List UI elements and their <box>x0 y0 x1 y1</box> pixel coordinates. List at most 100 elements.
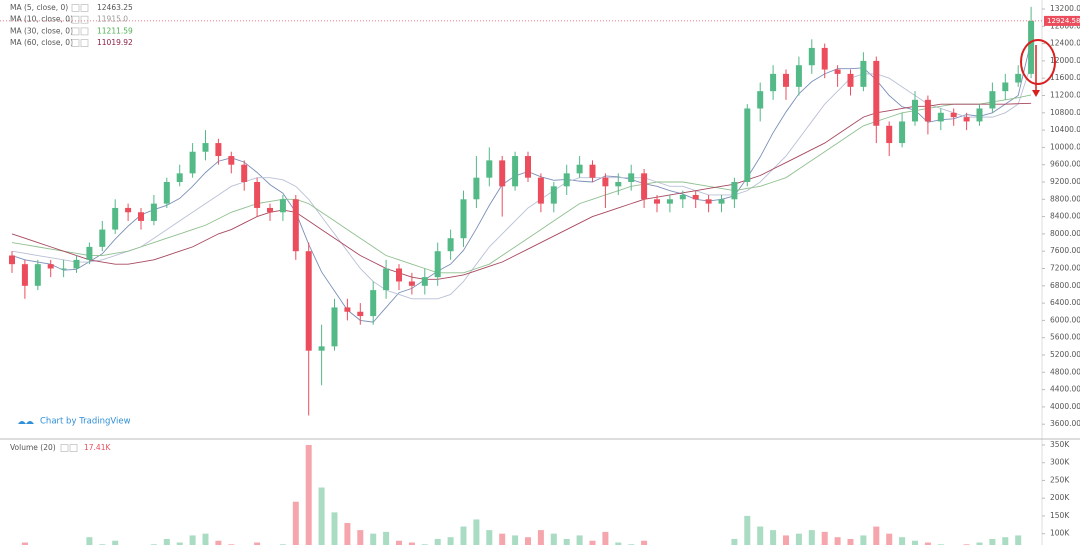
volume-bar <box>525 537 531 545</box>
volume-bar <box>860 535 867 545</box>
candle-body <box>770 73 777 92</box>
candle-body <box>473 177 480 200</box>
y-tick-label: 10000.00 <box>1050 142 1080 151</box>
candle-body <box>202 143 209 152</box>
candle-body <box>176 173 183 182</box>
volume-tick-label: 300K <box>1050 458 1070 467</box>
legend-icon <box>60 444 69 452</box>
candle-body <box>396 268 402 282</box>
candle-body <box>267 207 273 213</box>
candle-body <box>512 156 519 187</box>
candle-body <box>112 207 119 230</box>
volume-bar <box>486 530 493 545</box>
candle-body <box>1015 73 1022 83</box>
y-tick-label: 4800.00 <box>1050 367 1080 376</box>
candle-body <box>550 186 557 204</box>
y-tick-label: 6000.00 <box>1050 315 1080 324</box>
volume-tick-label: 100K <box>1050 529 1070 538</box>
volume-bar <box>21 542 28 545</box>
candle-body <box>421 277 428 286</box>
candle-body <box>899 121 906 144</box>
legend-icon <box>71 27 80 36</box>
y-tick-label: 4400.00 <box>1050 385 1080 394</box>
candle-body <box>525 156 531 178</box>
volume-bar <box>537 530 544 545</box>
volume-bar <box>989 538 996 545</box>
legend-name: Volume (20) <box>10 443 56 452</box>
candle-body <box>757 91 764 109</box>
y-tick-label: 12000.00 <box>1050 56 1080 65</box>
candle-body <box>228 156 235 165</box>
y-tick-label: 6400.00 <box>1050 298 1080 307</box>
candle-body <box>989 91 996 109</box>
candle-body <box>499 160 506 187</box>
candle-body <box>873 60 880 126</box>
y-tick-label: 9200.00 <box>1050 177 1080 186</box>
annotation-arrowhead <box>1032 90 1040 97</box>
volume-tick-label: 350K <box>1050 440 1070 449</box>
volume-bar <box>344 523 351 545</box>
volume-bar <box>589 540 596 545</box>
watermark-text: Chart by TradingView <box>40 417 131 427</box>
volume-bar <box>318 487 325 545</box>
candle-body <box>795 65 802 87</box>
volume-bar <box>215 540 222 545</box>
legend-name: MA (5, close, 0) <box>10 3 68 12</box>
legend-icon <box>80 4 89 12</box>
candle-body <box>86 246 93 260</box>
y-tick-label: 8400.00 <box>1050 212 1080 221</box>
candle-body <box>279 199 286 213</box>
legend-icon <box>71 4 80 12</box>
volume-bar <box>305 444 312 545</box>
y-tick-label: 4000.00 <box>1050 402 1080 411</box>
candle-body <box>718 199 725 204</box>
volume-bar <box>408 542 415 545</box>
y-tick-label: 10400.00 <box>1050 125 1080 134</box>
volume-bar <box>731 538 738 545</box>
legend-icon <box>71 39 80 47</box>
candle-body <box>189 151 196 174</box>
candle-body <box>163 181 170 204</box>
y-tick-label: 8000.00 <box>1050 229 1080 238</box>
legend-icon <box>80 15 89 24</box>
ma-line <box>11 94 1032 274</box>
volume-bar <box>1002 537 1009 545</box>
volume-bar <box>512 535 519 545</box>
candle-body <box>821 47 828 70</box>
y-tick-label: 5200.00 <box>1050 350 1080 359</box>
volume-bar <box>834 537 841 545</box>
volume-bar <box>383 531 390 545</box>
candle-body <box>254 181 261 208</box>
volume-bar <box>615 542 622 545</box>
volume-bar <box>886 533 893 545</box>
candle-body <box>357 311 364 317</box>
candle-body <box>292 199 299 252</box>
volume-bar <box>176 542 183 545</box>
candle-body <box>370 290 377 317</box>
volume-bar <box>847 538 854 545</box>
candle-body <box>950 112 957 118</box>
candle-body <box>21 264 28 286</box>
legend-icon <box>80 27 89 36</box>
volume-tick-label: 150K <box>1050 511 1070 520</box>
volume-bar <box>821 531 828 545</box>
candle-body <box>460 199 467 239</box>
candle-body <box>318 346 325 351</box>
volume-bar <box>86 537 93 545</box>
volume-bar <box>189 535 196 545</box>
volume-bar <box>602 531 609 545</box>
candle-body <box>912 99 918 122</box>
volume-bar <box>460 526 467 545</box>
y-tick-label: 7600.00 <box>1050 246 1080 255</box>
candle-body <box>563 173 570 187</box>
candle-body <box>937 112 944 122</box>
candle-body <box>1028 20 1035 74</box>
legend-name: MA (60, close, 0) <box>10 38 73 47</box>
candle-body <box>744 108 751 182</box>
volume-bar <box>1015 535 1022 545</box>
volume-bar <box>292 501 299 545</box>
volume-bar <box>744 515 751 545</box>
candle-body <box>150 203 157 221</box>
y-tick-label: 6800.00 <box>1050 281 1080 290</box>
